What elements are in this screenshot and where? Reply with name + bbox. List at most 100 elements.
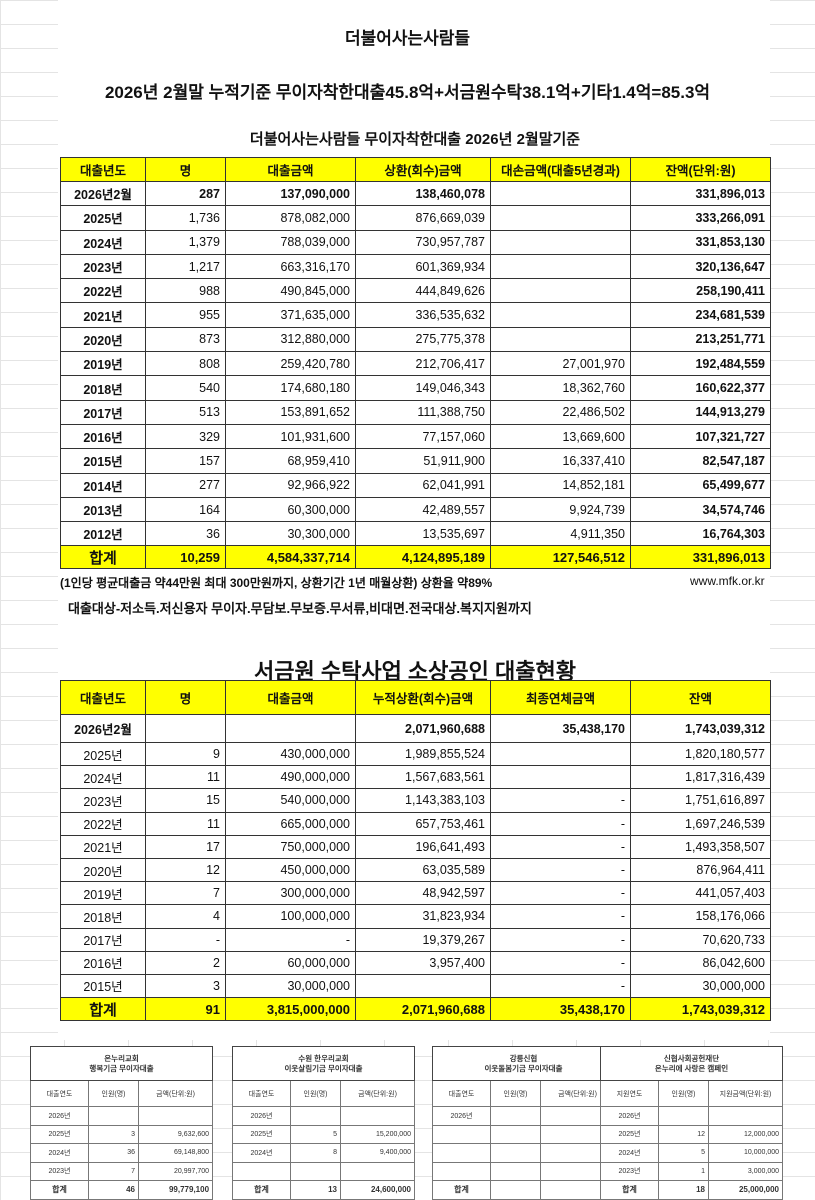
loss-amount-cell <box>490 326 631 353</box>
table-row: 2020년 12 450,000,000 63,035,589-876,964,411 <box>60 857 771 883</box>
count-cell: 808 <box>145 351 226 377</box>
loan-amount-cell: 878,082,000 <box>225 205 356 231</box>
column-header: 최종연체금액 <box>490 680 631 715</box>
balance-cell: 333,266,091 <box>630 205 771 231</box>
column-header: 잔액 <box>630 680 771 715</box>
loss-amount-cell: 27,001,970 <box>490 351 631 377</box>
repaid-amount-cell: 51,911,900 <box>355 448 491 474</box>
year-cell: 2016년 <box>60 423 146 450</box>
count-cell: 9 <box>145 741 226 767</box>
table-row <box>432 1161 615 1181</box>
year-cell: 2024년 <box>232 1143 291 1163</box>
mini-loan-table: 강릉신협 이웃돌봄기금 무이자대출 대출연도 인원(명) 금액(단위:원) 2026년 합계… <box>432 1046 615 1200</box>
table2-title: 서금원 수탁사업 소상공인 대출현황 <box>254 659 576 684</box>
loss-amount-cell: - <box>490 973 631 999</box>
loss-amount-cell <box>490 741 631 767</box>
loss-amount-cell: 22,486,502 <box>490 399 631 425</box>
year-cell: 2023년 <box>60 788 146 813</box>
balance-cell: 30,000,000 <box>630 973 771 999</box>
year-cell: 2026년 <box>232 1106 291 1126</box>
repaid-amount-cell: 63,035,589 <box>355 857 491 883</box>
loan-amount-cell: 174,680,180 <box>225 375 356 401</box>
repaid-amount-cell: 212,706,417 <box>355 351 491 377</box>
total-balance-cell: 331,896,013 <box>630 545 771 570</box>
total-cell: 합계 <box>600 1180 659 1200</box>
count-cell: 329 <box>145 423 226 450</box>
balance-cell: 1,743,039,312 <box>630 714 771 743</box>
balance-cell: 144,913,279 <box>630 399 771 425</box>
column-header: 명 <box>145 680 226 715</box>
year-cell: 2019년 <box>60 351 146 377</box>
repaid-amount-cell: 138,460,078 <box>355 180 491 207</box>
year-cell: 2023년 <box>600 1161 659 1181</box>
count-cell: 277 <box>145 472 226 498</box>
column-header: 명 <box>145 157 226 182</box>
year-cell: 2015년 <box>60 973 146 999</box>
repaid-amount-cell: 444,849,626 <box>355 278 491 304</box>
balance-cell: 86,042,600 <box>630 950 771 975</box>
count-cell <box>290 1161 341 1181</box>
loan-amount-cell: 153,891,652 <box>225 399 356 425</box>
mini-title-line: 강릉신협 <box>509 1053 538 1063</box>
mini-title-line: 수원 한우리교회 <box>298 1053 349 1063</box>
table-row: 2026년2월 2,071,960,688 35,438,170 1,743,039,… <box>60 714 771 743</box>
column-header: 대출년도 <box>60 157 146 182</box>
column-header: 인원(명) <box>88 1080 139 1107</box>
balance-cell: 258,190,411 <box>630 278 771 304</box>
table-row: 2018년 540 174,680,180 149,046,343 18,362,760… <box>60 375 771 401</box>
repaid-amount-cell: 1,567,683,561 <box>355 765 491 790</box>
year-cell: 2022년 <box>60 278 146 304</box>
amount-cell: 15,200,000 <box>340 1124 415 1144</box>
table1-title: 더불어사는사람들 무이자착한대출 2026년 2월말기준 <box>249 131 581 148</box>
table-row: 2014년 277 92,966,922 62,041,991 14,852,181 65… <box>60 472 771 498</box>
total-loss-amount-cell: 127,546,512 <box>490 545 631 570</box>
table-row: 2023년 1 3,000,000 <box>600 1161 784 1181</box>
year-cell: 2025년 <box>600 1124 659 1144</box>
year-cell: 2017년 <box>60 399 146 425</box>
year-cell: 2026년 <box>30 1106 89 1126</box>
amount-cell <box>707 1106 784 1126</box>
year-cell: 2024년 <box>60 229 146 255</box>
repaid-amount-cell: 1,989,855,524 <box>355 741 491 767</box>
table-row: 2016년 329 101,931,600 77,157,060 13,669,600 1… <box>60 423 771 450</box>
total-loan-amount-cell: 3,815,000,000 <box>225 997 356 1022</box>
mini-table-title: 수원 한우리교회 이웃살림기금 무이자대출 <box>232 1046 415 1081</box>
total-cell: 합계 <box>30 1180 89 1200</box>
summary-line: 2026년 2월말 누적기준 무이자착한대출45.8억+서금원수탁38.1억+기… <box>104 83 711 102</box>
year-cell: 2018년 <box>60 904 146 929</box>
balance-cell: 331,896,013 <box>630 180 771 207</box>
count-cell <box>88 1106 139 1126</box>
year-cell <box>432 1161 491 1181</box>
count-cell <box>145 714 226 743</box>
loss-amount-cell: 9,924,739 <box>490 496 631 523</box>
loss-amount-cell <box>490 302 631 328</box>
table-row: 2025년 1,736 878,082,000 876,669,039 333,266,… <box>60 205 771 231</box>
total-count-cell: 10,259 <box>145 545 226 570</box>
column-header: 잔액(단위:원) <box>630 157 771 182</box>
count-cell: 11 <box>145 811 226 836</box>
table-row: 2019년 7 300,000,000 48,942,597-441,057,403 <box>60 881 771 906</box>
total-cell: 18 <box>658 1180 709 1200</box>
year-cell: 2026년 <box>600 1106 659 1126</box>
count-cell <box>658 1106 709 1126</box>
balance-cell: 65,499,677 <box>630 472 771 498</box>
year-cell: 2025년 <box>232 1124 291 1144</box>
mini-title-line: 온누리교회 <box>104 1053 139 1063</box>
mini-loan-table: 신협사회공헌재단 온누리에 사랑은 캠페인 지원연도 인원(명) 지원금액(단위:원) 2… <box>599 1046 784 1200</box>
count-cell: 3 <box>88 1124 139 1144</box>
table-row: 2026년 <box>232 1106 415 1126</box>
website-link[interactable]: www.mfk.or.kr <box>690 574 765 588</box>
column-header: 대출연도 <box>232 1080 291 1107</box>
year-cell: 2025년 <box>60 741 146 767</box>
amount-cell: 9,400,000 <box>340 1143 415 1163</box>
balance-cell: 441,057,403 <box>630 881 771 906</box>
column-header: 대출년도 <box>60 680 146 715</box>
loan-target: 대출대상-저소득.저신용자 무이자.무담보.무보증.무서류,비대면.전국대상.복… <box>68 601 532 616</box>
table-row <box>432 1124 615 1144</box>
total-cell: 합계 <box>432 1180 491 1200</box>
count-cell: 1,217 <box>145 253 226 280</box>
year-cell: 2020년 <box>60 326 146 353</box>
repaid-amount-cell: 1,143,383,103 <box>355 788 491 813</box>
page-title: 더불어사는사람들 <box>344 29 471 48</box>
table-row: 2022년 988 490,845,000 444,849,626 258,190,41… <box>60 278 771 304</box>
